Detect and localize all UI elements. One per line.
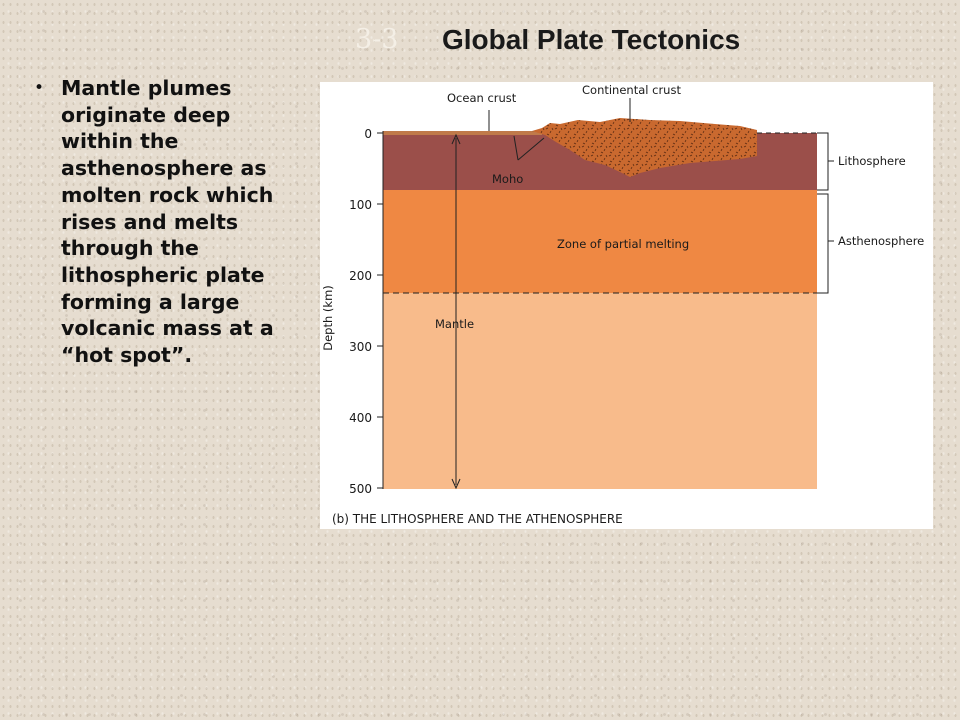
ocean-crust: [383, 131, 542, 135]
depth-tick-0: 0: [364, 127, 372, 141]
bullet-point: • Mantle plumes originate deep within th…: [34, 75, 296, 369]
moho-leader: [513, 135, 545, 161]
asthenosphere-layer: [383, 190, 817, 293]
bullet-dot-icon: •: [34, 78, 45, 98]
diagram-caption: (b) THE LITHOSPHERE AND THE ATHENOSPHERE: [332, 512, 623, 526]
depth-ticks: [377, 132, 383, 489]
label-moho: Moho: [492, 172, 523, 186]
depth-axis-title: Depth (km): [321, 285, 335, 351]
slide-title: Global Plate Tectonics: [442, 24, 741, 55]
mantle-layer: [383, 293, 817, 489]
mantle-arrow: [451, 133, 461, 490]
label-lithosphere: Lithosphere: [838, 154, 906, 168]
depth-tick-300: 300: [349, 340, 372, 354]
label-ocean-crust: Ocean crust: [447, 91, 517, 105]
depth-tick-100: 100: [349, 198, 372, 212]
lithosphere-bracket: [817, 132, 834, 191]
label-zone-partial-melting: Zone of partial melting: [557, 237, 689, 251]
lithosphere-diagram: 0 100 200 300 400 500 Depth (km) Ocean c…: [320, 82, 933, 529]
bullet-text: Mantle plumes originate deep within the …: [61, 76, 274, 368]
label-continental-crust: Continental crust: [582, 83, 681, 97]
label-asthenosphere: Asthenosphere: [838, 234, 924, 248]
depth-tick-400: 400: [349, 411, 372, 425]
continental-crust: [532, 118, 757, 177]
diagram-svg: 0 100 200 300 400 500 Depth (km) Ocean c…: [321, 83, 924, 526]
label-mantle: Mantle: [435, 317, 474, 331]
slide-number: 3-3: [355, 24, 399, 55]
asthenosphere-bracket: [817, 193, 834, 294]
depth-tick-200: 200: [349, 269, 372, 283]
depth-tick-500: 500: [349, 482, 372, 496]
